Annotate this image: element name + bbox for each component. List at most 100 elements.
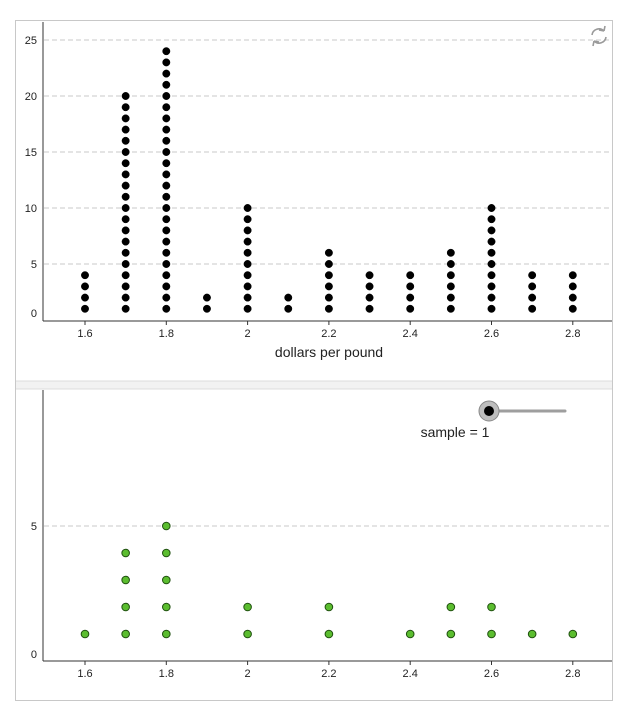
population-x-tick-label: 2 xyxy=(245,328,251,340)
population-dot xyxy=(446,248,455,257)
sample-dot xyxy=(162,548,171,558)
population-dot xyxy=(568,293,577,302)
sample-dot xyxy=(162,575,171,585)
population-dot xyxy=(446,282,455,291)
population-dot xyxy=(365,271,374,280)
population-dot xyxy=(121,103,130,112)
population-dot xyxy=(487,226,496,235)
population-y-tick-label: 0 xyxy=(31,308,37,320)
population-dot xyxy=(162,80,171,89)
population-dot xyxy=(446,271,455,280)
population-dot xyxy=(487,271,496,280)
sample-dot xyxy=(487,602,496,612)
sample-dot xyxy=(243,602,252,612)
sample-x-tick-label: 2.4 xyxy=(403,668,418,680)
population-dot xyxy=(121,148,130,156)
population-x-tick-label: 2.6 xyxy=(484,328,499,340)
population-dot xyxy=(487,237,496,246)
population-dot xyxy=(487,260,496,268)
sample-dots xyxy=(80,521,578,639)
population-dot xyxy=(324,282,333,291)
population-dot xyxy=(162,204,171,212)
population-dot xyxy=(284,304,293,313)
sample-slider[interactable]: sample = 1 xyxy=(421,400,567,440)
population-dot xyxy=(121,226,130,235)
population-dot xyxy=(162,170,171,179)
population-dot-plot: 0 5 10 15 20 25 1.6 1.8 2 2.2 2.4 2.6 2.8 dollars p… xyxy=(25,22,612,360)
slider-label: sample = 1 xyxy=(421,424,490,440)
sample-x-tick-label: 2.8 xyxy=(565,668,580,680)
population-dot xyxy=(365,293,374,302)
population-dot xyxy=(487,293,496,302)
sample-dot xyxy=(446,629,456,639)
applet-frame xyxy=(15,20,613,701)
sample-x-tick-label: 1.8 xyxy=(159,668,174,680)
population-dot xyxy=(162,47,171,56)
population-dot xyxy=(162,148,171,156)
population-dot xyxy=(121,92,130,100)
sample-dot xyxy=(324,629,334,639)
population-dot xyxy=(162,125,171,134)
population-dot xyxy=(324,260,333,268)
population-dot xyxy=(121,282,130,291)
sample-dot xyxy=(568,629,578,639)
sample-dot xyxy=(162,521,171,531)
population-dot xyxy=(162,260,171,268)
sample-dot xyxy=(487,629,496,639)
population-dot xyxy=(243,260,252,268)
population-dot xyxy=(284,293,293,302)
population-dot xyxy=(487,215,496,224)
sample-dot xyxy=(527,629,537,639)
population-dot xyxy=(81,271,89,280)
population-dot xyxy=(324,248,333,257)
population-dot xyxy=(121,136,130,145)
sample-dot xyxy=(121,548,130,558)
population-dot xyxy=(121,170,130,179)
sample-dot xyxy=(121,602,130,612)
population-x-tick-label: 1.6 xyxy=(77,328,92,340)
population-dot xyxy=(568,282,577,291)
population-dot xyxy=(243,282,252,291)
sample-dot xyxy=(121,575,130,585)
population-dots xyxy=(81,47,577,313)
population-dot xyxy=(568,304,577,313)
population-x-tick-label: 2.8 xyxy=(565,328,580,340)
population-dot xyxy=(324,293,333,302)
panel-divider xyxy=(16,381,612,389)
sample-dot xyxy=(121,629,130,639)
sample-x-tick-labels: 1.6 1.8 2 2.2 2.4 2.6 2.8 xyxy=(77,661,580,680)
sample-x-tick-label: 2 xyxy=(245,668,251,680)
population-dot xyxy=(121,248,130,257)
population-dot xyxy=(324,271,333,280)
population-dot xyxy=(81,282,89,291)
sample-dot xyxy=(324,602,334,612)
population-dot xyxy=(528,304,537,313)
population-dot xyxy=(528,271,537,280)
population-dot xyxy=(203,293,211,302)
population-dot xyxy=(446,260,455,268)
population-x-tick-labels: 1.6 1.8 2 2.2 2.4 2.6 2.8 xyxy=(77,321,580,340)
refresh-icon[interactable] xyxy=(591,25,607,47)
sample-dot xyxy=(162,602,171,612)
slider-handle[interactable] xyxy=(484,406,494,416)
population-dot xyxy=(162,192,171,201)
population-y-tick-label: 5 xyxy=(31,259,37,271)
population-dot xyxy=(162,271,171,280)
sample-dot xyxy=(446,602,456,612)
sample-x-tick-label: 1.6 xyxy=(77,668,92,680)
sample-y-tick-label: 5 xyxy=(31,521,37,533)
population-dot xyxy=(487,248,496,257)
population-dot xyxy=(121,304,130,313)
population-y-tick-labels: 0 5 10 15 20 25 xyxy=(25,35,37,320)
population-dot xyxy=(81,304,89,313)
population-dot xyxy=(243,226,252,235)
population-dot xyxy=(162,215,171,224)
population-dot xyxy=(243,204,252,212)
sample-dot xyxy=(243,629,252,639)
sample-dot xyxy=(405,629,415,639)
sample-x-tick-label: 2.6 xyxy=(484,668,499,680)
population-x-tick-label: 1.8 xyxy=(159,328,174,340)
population-dot xyxy=(162,282,171,291)
population-y-tick-label: 15 xyxy=(25,147,37,159)
